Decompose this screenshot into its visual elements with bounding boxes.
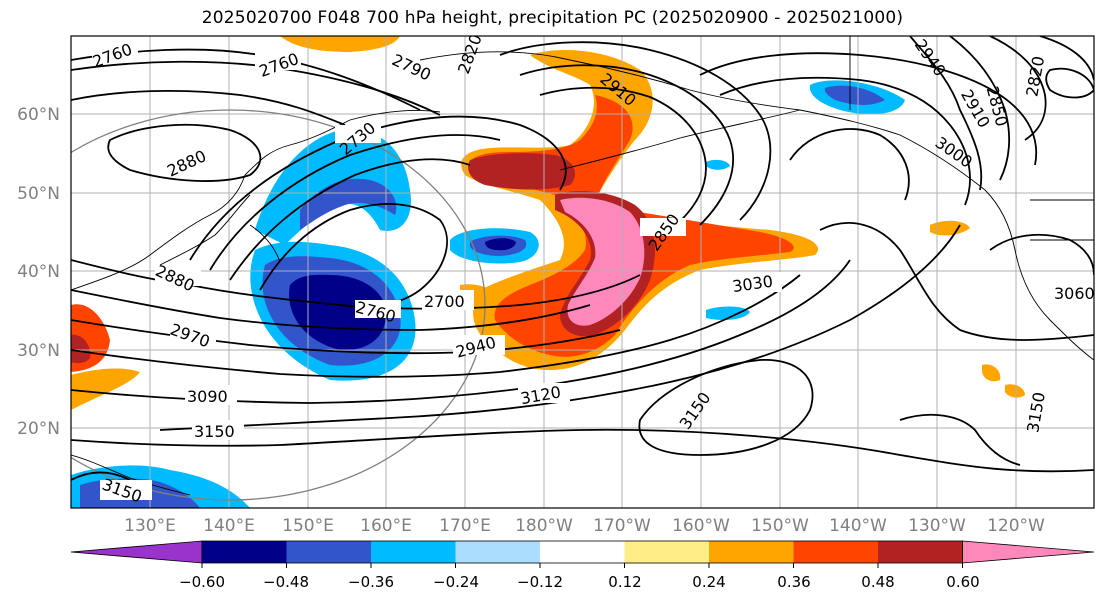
figure-title: 2025020700 F048 700 hPa height, precipit…	[201, 8, 904, 28]
lon-label: 170°W	[593, 516, 651, 536]
colorbar-tick: 0.36	[777, 573, 810, 591]
lat-label: 30°N	[17, 341, 60, 361]
colorbar-extend-min	[70, 540, 203, 564]
colorbar-tick: 0.60	[946, 573, 979, 591]
colorbar-extend-max	[962, 540, 1095, 564]
contour-label: 2700	[424, 292, 465, 311]
lon-label: 120°W	[987, 516, 1045, 536]
colorbar-segment	[540, 541, 625, 563]
colorbar-tick: −0.12	[517, 573, 563, 591]
lon-label: 160°W	[672, 516, 730, 536]
lat-label: 20°N	[17, 419, 60, 439]
contour-label: 3150	[676, 389, 715, 433]
colorbar-segment	[878, 541, 963, 563]
contour-label: 3090	[187, 387, 228, 406]
colorbar-tick-labels: −0.60 −0.48 −0.36 −0.24 −0.12 0.12 0.24 …	[179, 573, 980, 591]
latitude-labels: 60°N 50°N 40°N 30°N 20°N	[17, 105, 60, 439]
lat-label: 40°N	[17, 262, 60, 282]
lon-label: 130°E	[124, 516, 176, 536]
colorbar-tick: 0.12	[608, 573, 641, 591]
colorbar-segment	[371, 541, 456, 563]
lon-label: 160°E	[360, 516, 412, 536]
colorbar-tick: −0.60	[179, 573, 225, 591]
colorbar-segment	[286, 541, 372, 563]
colorbar	[70, 540, 1095, 568]
reference-ellipse	[71, 109, 486, 501]
lat-label: 50°N	[17, 184, 60, 204]
coastlines	[71, 36, 1094, 496]
colorbar-segment	[624, 541, 710, 563]
contour-label: 3060	[1054, 284, 1095, 303]
lon-label: 130°W	[908, 516, 966, 536]
contour-label: 2970	[168, 320, 213, 352]
lon-label: 150°W	[751, 516, 809, 536]
lon-label: 180°W	[515, 516, 573, 536]
contour-label: 2940	[911, 36, 950, 80]
colorbar-segment	[709, 541, 794, 563]
lon-label: 140°W	[829, 516, 887, 536]
lon-label: 170°E	[439, 516, 491, 536]
colorbar-tick: −0.24	[433, 573, 479, 591]
lat-label: 60°N	[17, 105, 60, 125]
lon-label: 150°E	[282, 516, 334, 536]
map-panel: 2760 2760 2790 2820 2910 2940 2910 2850 …	[71, 32, 1095, 508]
longitude-labels: 130°E 140°E 150°E 160°E 170°E 180°W 170°…	[124, 516, 1045, 536]
colorbar-tick: −0.36	[348, 573, 394, 591]
colorbar-tick: 0.48	[861, 573, 894, 591]
colorbar-tick: −0.48	[263, 573, 309, 591]
colorbar-segment	[793, 541, 879, 563]
contour-label: 3150	[194, 422, 235, 441]
lon-label: 140°E	[203, 516, 255, 536]
contour-label: 2820	[454, 32, 486, 77]
colorbar-segment	[202, 541, 287, 563]
contour-label: 2790	[389, 50, 434, 84]
colorbar-tick: 0.24	[692, 573, 725, 591]
colorbar-segment	[455, 541, 541, 563]
contour-label: 2880	[153, 261, 198, 295]
map-frame	[70, 35, 1095, 509]
colorbar-outline	[201, 540, 963, 564]
